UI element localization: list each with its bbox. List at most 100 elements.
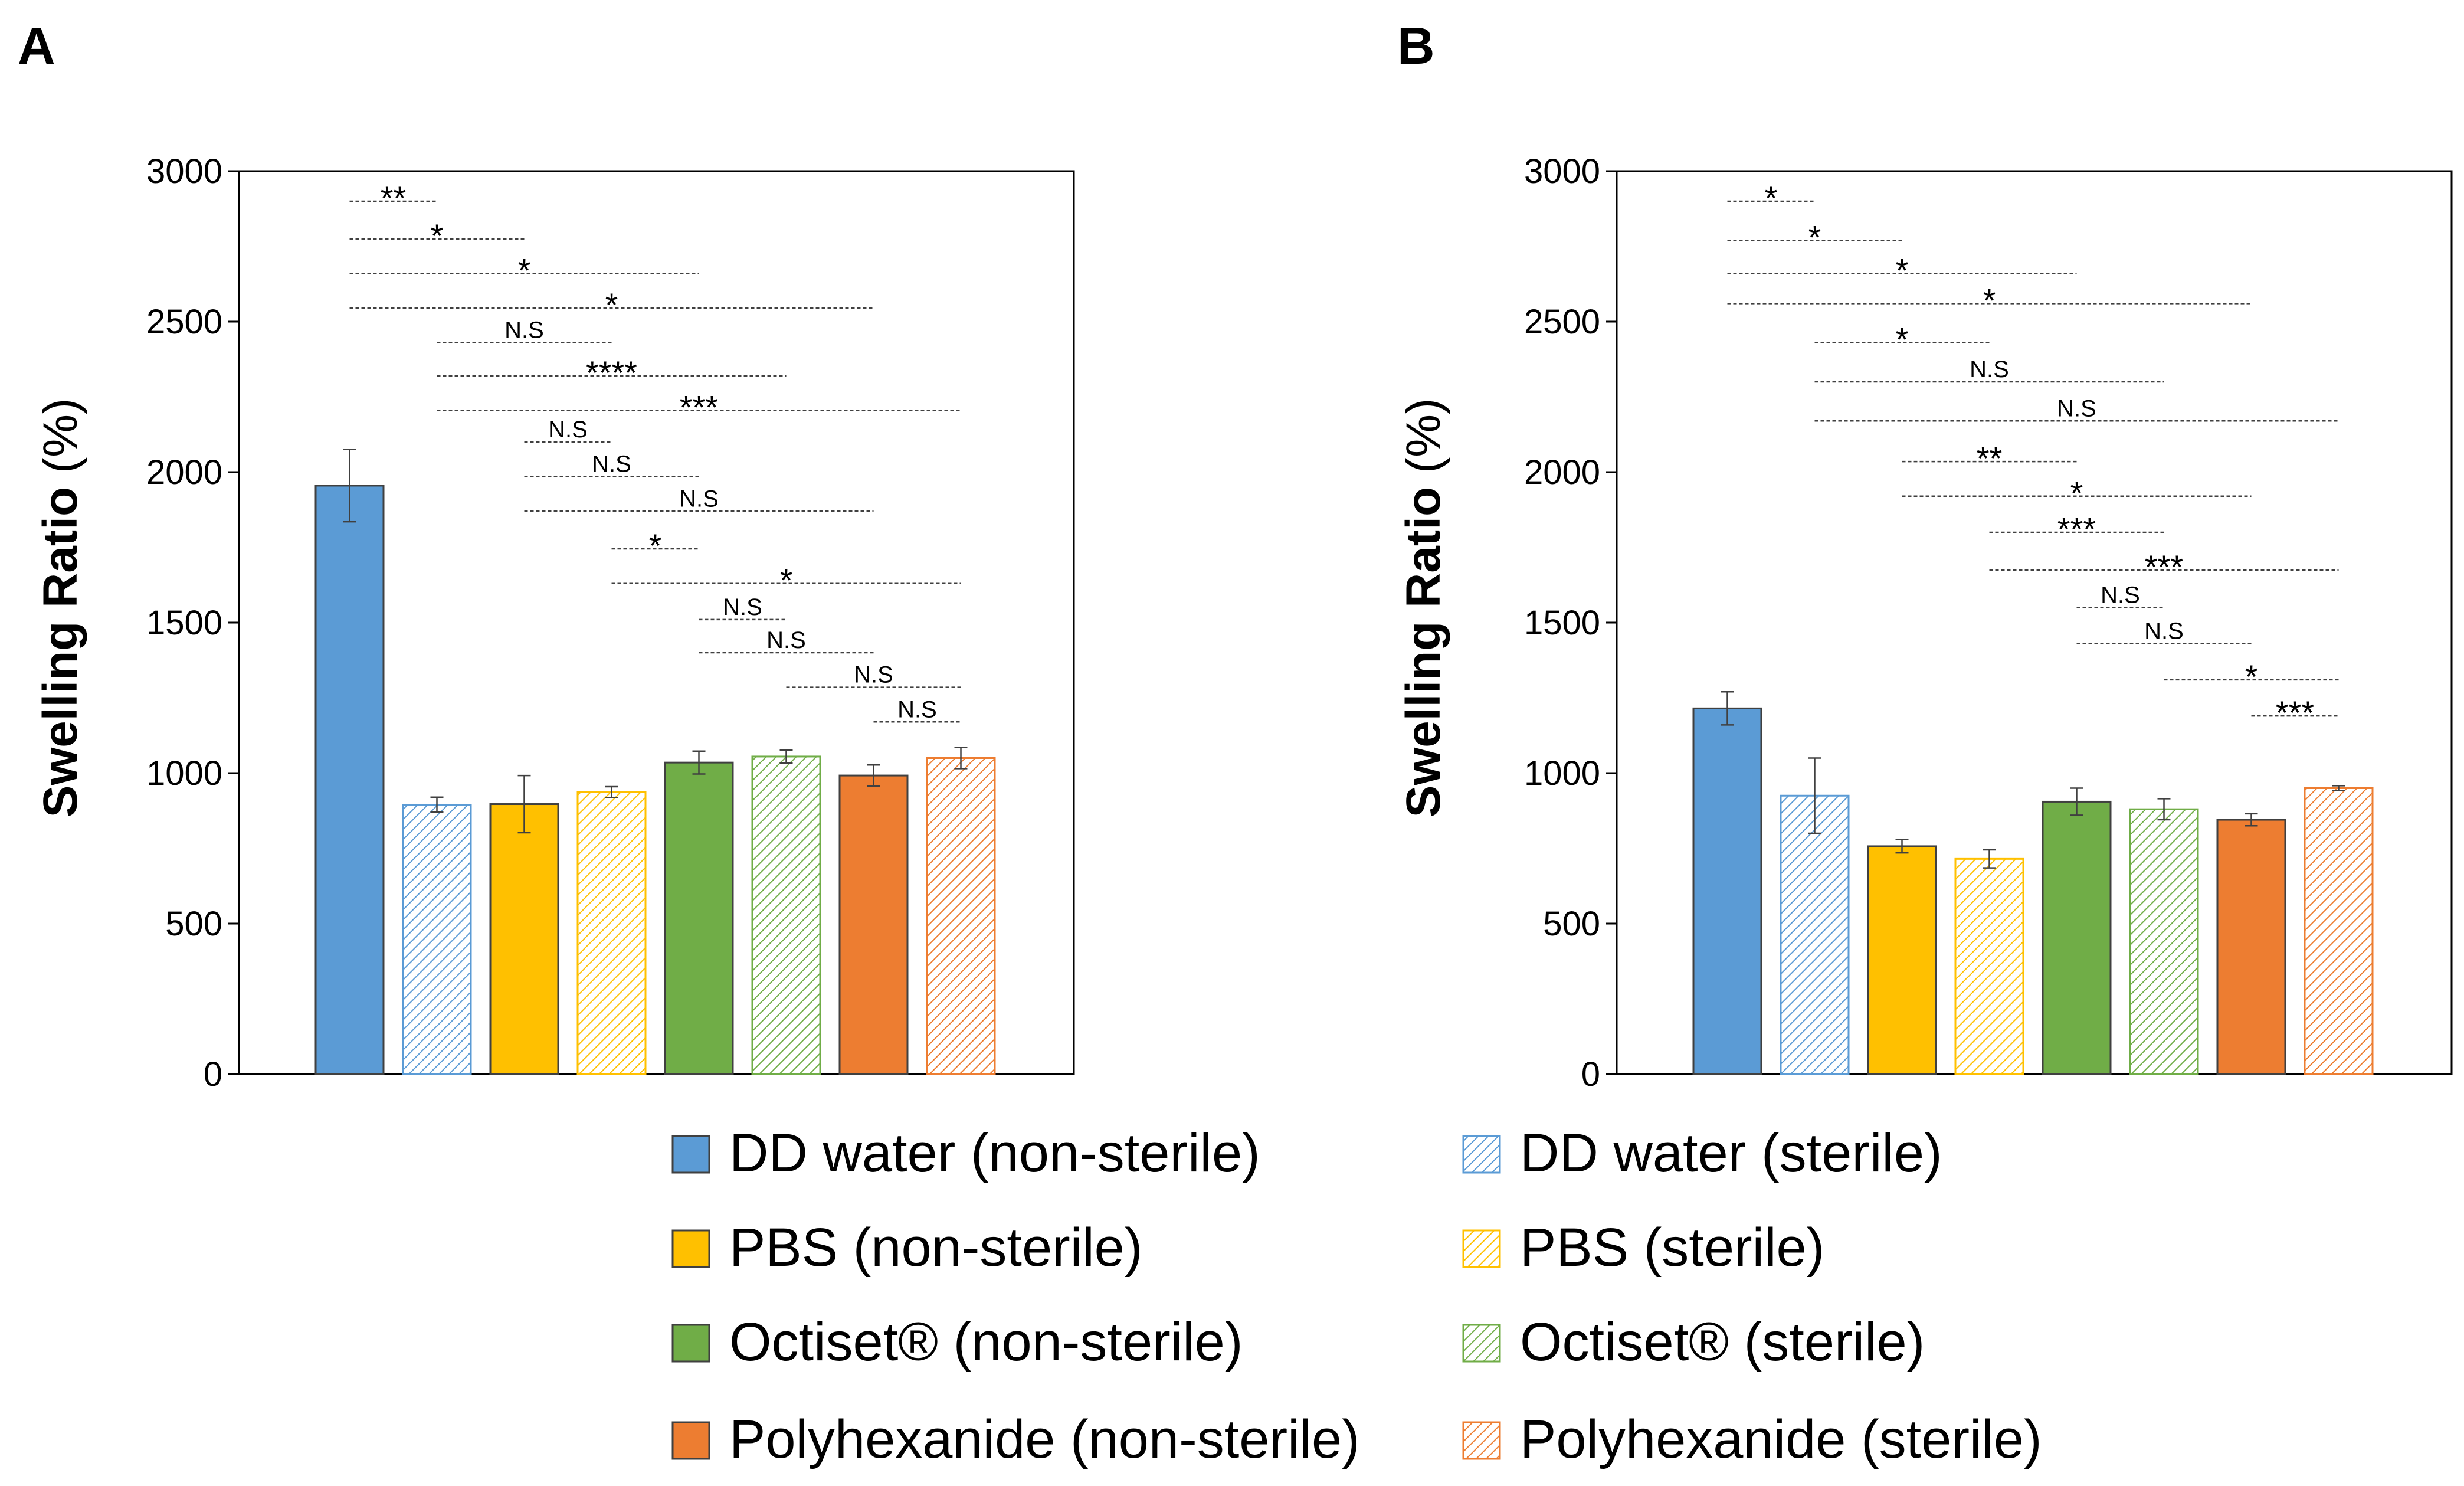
panel-b-y-axis-label: Swelling Ratio (%) bbox=[1397, 398, 1450, 818]
significance-label: N.S bbox=[504, 318, 544, 343]
legend-label: DD water (sterile) bbox=[1520, 1123, 1942, 1183]
significance-label: N.S bbox=[548, 417, 588, 443]
legend-item-1: DD water (non-sterile) bbox=[671, 1123, 1260, 1183]
significance-label: N.S bbox=[2101, 582, 2140, 608]
significance-label: N.S bbox=[897, 696, 937, 722]
legend-swatch bbox=[671, 1135, 710, 1174]
panel-b-y-axis-title: Swelling Ratio bbox=[1397, 487, 1450, 817]
legend-label: Polyhexanide (sterile) bbox=[1520, 1409, 2042, 1469]
panel-b-y-axis-unit: (%) bbox=[1397, 398, 1450, 474]
significance-label: * bbox=[2070, 474, 2083, 512]
legend-item-7: Polyhexanide (non-sterile) bbox=[671, 1409, 1360, 1469]
significance-label: * bbox=[605, 286, 618, 323]
legend-label: PBS (non-sterile) bbox=[729, 1217, 1142, 1278]
significance-label: * bbox=[1983, 282, 1996, 319]
legend-item-2: DD water (sterile) bbox=[1462, 1123, 1942, 1183]
legend-swatch bbox=[1462, 1229, 1501, 1268]
error-bar-4 bbox=[605, 785, 618, 798]
y-tick-label: 0 bbox=[204, 1055, 222, 1094]
legend-swatch bbox=[671, 1324, 710, 1363]
error-bar-2 bbox=[1808, 757, 1821, 834]
error-bar-5 bbox=[692, 750, 706, 775]
legend-swatch bbox=[671, 1421, 710, 1460]
legend-swatch bbox=[1462, 1135, 1501, 1174]
y-tick-label: 2500 bbox=[1524, 303, 1600, 341]
legend-swatch bbox=[1462, 1421, 1501, 1460]
legend-item-3: PBS (non-sterile) bbox=[671, 1217, 1142, 1278]
y-tick-label: 2000 bbox=[1524, 453, 1600, 492]
significance-label: N.S bbox=[2057, 395, 2096, 421]
legend-item-8: Polyhexanide (sterile) bbox=[1462, 1409, 2042, 1469]
significance-label: * bbox=[649, 527, 662, 564]
bar-1 bbox=[1692, 707, 1762, 1075]
y-tick-label: 2500 bbox=[146, 303, 222, 341]
significance-label: * bbox=[1896, 251, 1909, 289]
legend-label: DD water (non-sterile) bbox=[729, 1123, 1260, 1183]
panel-a-letter: A bbox=[18, 17, 55, 75]
error-bar-6 bbox=[779, 749, 793, 764]
bar-6 bbox=[2129, 808, 2199, 1075]
error-bar-1 bbox=[343, 449, 356, 523]
bar-5 bbox=[664, 761, 734, 1075]
y-tick-label: 3000 bbox=[146, 152, 222, 191]
significance-label: * bbox=[2245, 658, 2258, 695]
legend-swatch bbox=[671, 1229, 710, 1268]
legend: DD water (non-sterile) DD water (sterile)… bbox=[671, 1123, 2042, 1469]
significance-label: ** bbox=[1977, 440, 2003, 477]
significance-label: *** bbox=[2276, 694, 2314, 731]
significance-label: N.S bbox=[679, 486, 719, 512]
panel-b: B Swelling Ratio (%) 0 500 1000 1500 2000 250… bbox=[1397, 17, 2453, 1094]
significance-label: N.S bbox=[1970, 356, 2009, 382]
bar-7 bbox=[838, 774, 909, 1075]
y-tick-label: 1500 bbox=[146, 604, 222, 642]
bar-1 bbox=[314, 485, 385, 1075]
y-tick-label: 1500 bbox=[1524, 604, 1600, 642]
panel-b-plot-area: 050010001500200025003000*****N.SN.S*****… bbox=[1524, 152, 2453, 1094]
bar-8 bbox=[2304, 787, 2374, 1075]
significance-label: *** bbox=[680, 388, 718, 425]
panel-a-plot-area: 050010001500200025003000*****N.S*******N… bbox=[146, 152, 1075, 1094]
panel-a: A Swelling Ratio (%) 0 500 1000 1500 2000 250… bbox=[18, 17, 1075, 1094]
error-bar-8 bbox=[2332, 785, 2345, 791]
bar-7 bbox=[2216, 819, 2286, 1075]
significance-label: ** bbox=[381, 179, 407, 217]
bar-8 bbox=[926, 757, 996, 1075]
legend-item-6: Octiset® (sterile) bbox=[1462, 1312, 1925, 1372]
error-bar-2 bbox=[430, 796, 444, 813]
error-bar-5 bbox=[2070, 787, 2083, 816]
error-bar-4 bbox=[1983, 849, 1996, 869]
y-tick-label: 3000 bbox=[1524, 152, 1600, 191]
significance-label: **** bbox=[586, 354, 637, 391]
y-tick-label: 1000 bbox=[1524, 754, 1600, 793]
bar-2 bbox=[402, 804, 472, 1075]
error-bar-1 bbox=[1721, 691, 1734, 726]
bar-4 bbox=[576, 791, 647, 1075]
bar-3 bbox=[1867, 845, 1937, 1075]
significance-label: N.S bbox=[2144, 618, 2184, 644]
bar-3 bbox=[489, 803, 559, 1075]
significance-label: N.S bbox=[723, 594, 762, 620]
significance-label: * bbox=[518, 251, 531, 289]
legend-swatch bbox=[1462, 1324, 1501, 1363]
significance-label: *** bbox=[2057, 510, 2096, 548]
legend-label: Octiset® (non-sterile) bbox=[729, 1312, 1243, 1372]
significance-label: * bbox=[780, 562, 793, 599]
error-bar-7 bbox=[867, 764, 880, 787]
error-bar-3 bbox=[517, 774, 531, 834]
error-bar-8 bbox=[954, 747, 968, 770]
panel-a-y-axis-unit: (%) bbox=[34, 398, 87, 474]
bar-5 bbox=[2042, 800, 2112, 1075]
bar-2 bbox=[1780, 794, 1850, 1075]
y-tick-label: 1000 bbox=[146, 754, 222, 793]
bar-4 bbox=[1954, 857, 2024, 1075]
y-tick-label: 0 bbox=[1581, 1055, 1600, 1094]
y-tick-label: 500 bbox=[1543, 905, 1600, 943]
panel-b-letter: B bbox=[1397, 17, 1435, 75]
significance-label: * bbox=[1808, 218, 1821, 256]
y-tick-label: 2000 bbox=[146, 453, 222, 492]
legend-label: Polyhexanide (non-sterile) bbox=[729, 1409, 1360, 1469]
panel-a-y-axis-label: Swelling Ratio (%) bbox=[34, 398, 87, 818]
significance-label: * bbox=[1896, 321, 1909, 358]
bar-6 bbox=[751, 755, 821, 1075]
